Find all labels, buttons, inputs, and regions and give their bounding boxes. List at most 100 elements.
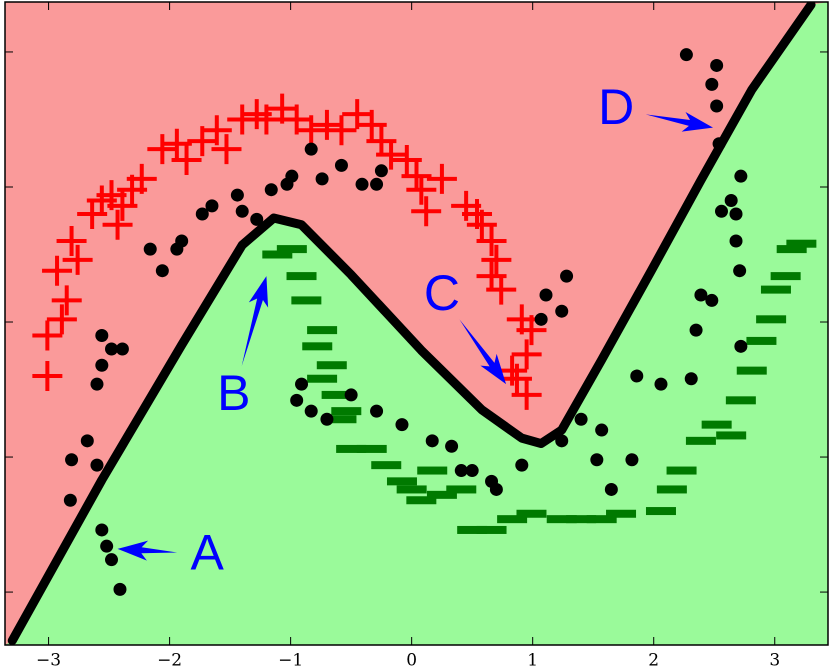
dash-point — [302, 342, 333, 351]
x-tick-label: −2 — [157, 651, 182, 670]
dash-point — [586, 515, 617, 524]
plus-point — [376, 139, 407, 170]
dot-point — [143, 242, 157, 256]
dash-point — [307, 374, 338, 383]
plus-point — [32, 361, 63, 392]
dash-point — [645, 507, 676, 516]
dot-point — [539, 288, 553, 302]
dot-point — [555, 434, 569, 448]
dot-point — [684, 372, 698, 386]
plus-point — [126, 163, 157, 194]
plus-point — [211, 134, 242, 165]
dash-point — [516, 509, 547, 518]
annotation-label: C — [424, 265, 460, 321]
annotation-arrow — [645, 112, 714, 132]
plus-point — [56, 225, 87, 256]
dot-point — [555, 304, 569, 318]
dash-point — [756, 315, 787, 324]
dot-point — [630, 369, 644, 383]
dot-point — [729, 234, 743, 248]
dot-point — [90, 458, 104, 472]
dash-point — [546, 515, 577, 524]
dot-point — [250, 212, 264, 226]
dot-point — [113, 582, 127, 596]
dash-point — [371, 461, 402, 470]
dot-point — [595, 423, 609, 437]
plus-point — [147, 134, 178, 165]
dash-point — [770, 272, 801, 281]
dot-point — [295, 377, 309, 391]
dash-point — [307, 326, 338, 335]
dot-point — [304, 404, 318, 418]
dot-point — [724, 193, 738, 207]
dash-point — [326, 415, 357, 424]
dot-point — [95, 523, 109, 537]
plus-point — [46, 304, 77, 335]
dash-point — [457, 525, 488, 534]
dot-point — [264, 183, 278, 197]
dot-point — [515, 458, 529, 472]
plus-point — [426, 163, 457, 194]
plus-point — [201, 115, 232, 146]
dash-point — [386, 477, 417, 486]
dash-point — [476, 525, 507, 534]
dot-point — [230, 188, 244, 202]
dot-point — [280, 177, 294, 191]
dash-point — [701, 420, 732, 429]
annotation-label: D — [598, 79, 634, 135]
annotation-arrow — [241, 276, 269, 367]
dash-point — [417, 466, 448, 475]
dot-point — [625, 453, 639, 467]
dot-point — [679, 48, 693, 62]
dash-point — [656, 485, 687, 494]
dash-point — [685, 436, 716, 445]
dot-point — [729, 207, 743, 221]
x-tick-label: 2 — [648, 651, 659, 670]
plus-point — [107, 190, 138, 221]
dot-point — [395, 418, 409, 432]
dash-point — [286, 272, 317, 281]
dot-point — [445, 439, 459, 453]
x-tick-label: −3 — [36, 651, 61, 670]
dot-point — [694, 288, 708, 302]
dot-point — [465, 464, 479, 478]
dot-point — [705, 77, 719, 91]
dot-point — [95, 358, 109, 372]
dash-point — [406, 496, 437, 505]
dot-point — [734, 169, 748, 183]
plus-point — [466, 209, 497, 240]
dash-point — [356, 444, 387, 453]
decision-boundary — [7, 2, 816, 645]
x-tick-label: −1 — [278, 651, 303, 670]
dot-point — [604, 482, 618, 496]
plus-point — [511, 379, 542, 410]
plot-frame — [4, 1, 829, 646]
dot-point — [205, 199, 219, 213]
plus-point — [401, 161, 432, 192]
dot-point — [705, 293, 719, 307]
plus-point — [102, 209, 133, 240]
dot-point — [374, 164, 388, 178]
dash-point — [566, 515, 597, 524]
dash-point — [716, 431, 747, 440]
dot-point — [710, 58, 724, 72]
plus-point — [42, 255, 73, 286]
dot-point — [534, 312, 548, 326]
dot-point — [689, 323, 703, 337]
plus-point — [32, 320, 63, 351]
plus-point — [406, 174, 437, 205]
dash-point — [331, 407, 362, 416]
plus-point — [51, 285, 82, 316]
dot-point — [290, 393, 304, 407]
dot-point — [734, 339, 748, 353]
dot-point — [355, 177, 369, 191]
dot-point — [105, 342, 119, 356]
dot-point — [714, 204, 728, 218]
plus-point — [296, 115, 327, 146]
annotation-arrow — [459, 319, 507, 385]
dot-point — [574, 412, 588, 426]
dash-point — [336, 444, 367, 453]
dash-point — [262, 250, 293, 259]
plot-area — [5, 2, 828, 645]
plus-point — [311, 109, 342, 140]
